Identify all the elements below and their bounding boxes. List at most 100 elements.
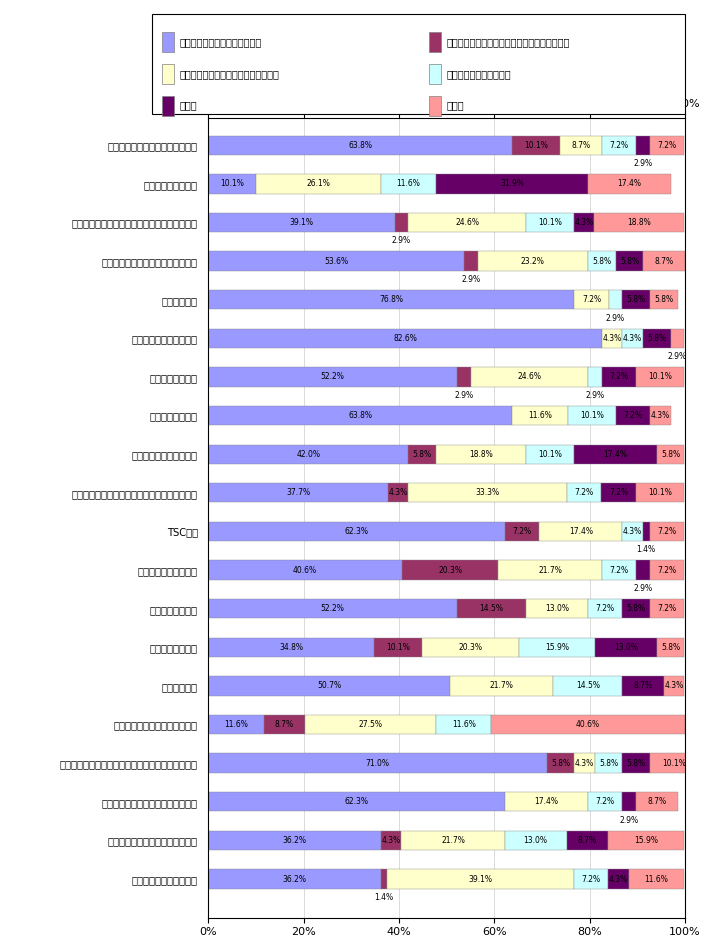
Bar [594, 638, 657, 657]
Bar [623, 328, 643, 348]
Bar [588, 252, 616, 271]
Bar [305, 715, 436, 734]
Bar [616, 406, 650, 426]
Text: 4.3%: 4.3% [575, 759, 594, 767]
Text: 10.1%: 10.1% [386, 642, 410, 652]
Text: 39.1%: 39.1% [469, 874, 493, 884]
Text: 5.8%: 5.8% [627, 604, 646, 613]
Text: 31.9%: 31.9% [500, 180, 524, 188]
Text: 14.5%: 14.5% [479, 604, 503, 613]
Text: 10.1%: 10.1% [648, 373, 672, 381]
Text: 17.4%: 17.4% [534, 797, 558, 806]
Text: 11.6%: 11.6% [397, 180, 420, 188]
Bar [450, 676, 554, 695]
Bar [436, 174, 588, 194]
Text: 10.1%: 10.1% [648, 488, 671, 498]
Text: 21.7%: 21.7% [538, 566, 562, 574]
Bar [574, 754, 594, 773]
Text: 2.9%: 2.9% [585, 391, 604, 400]
Text: 20.3%: 20.3% [459, 642, 483, 652]
Text: 76.8%: 76.8% [379, 295, 403, 305]
Text: 7.2%: 7.2% [609, 141, 628, 149]
Bar [208, 483, 388, 502]
Text: 10.1%: 10.1% [220, 180, 244, 188]
Text: 8.7%: 8.7% [572, 141, 591, 149]
Text: 7.2%: 7.2% [609, 373, 628, 381]
Text: 37.7%: 37.7% [286, 488, 310, 498]
Bar [436, 715, 491, 734]
Text: 5.8%: 5.8% [627, 295, 646, 305]
Bar [505, 792, 588, 812]
Bar [664, 676, 684, 695]
Text: 10.1%: 10.1% [538, 449, 562, 459]
Text: 5.8%: 5.8% [627, 759, 646, 767]
Bar [208, 445, 408, 464]
Bar [636, 367, 684, 387]
Text: 5.8%: 5.8% [661, 449, 680, 459]
Bar [471, 367, 588, 387]
Bar [609, 290, 623, 309]
Text: 2.9%: 2.9% [461, 275, 480, 284]
Bar [513, 135, 561, 155]
Text: 14.5%: 14.5% [576, 681, 600, 691]
Bar [539, 522, 623, 541]
Bar [208, 522, 505, 541]
Bar [635, 483, 684, 502]
Text: 2.9%: 2.9% [606, 314, 625, 323]
Text: 24.6%: 24.6% [517, 373, 542, 381]
Bar [636, 792, 678, 812]
Bar [477, 252, 588, 271]
Text: 18.8%: 18.8% [627, 218, 651, 227]
Bar [162, 32, 174, 52]
Bar [374, 638, 422, 657]
Bar [588, 599, 623, 619]
Bar [401, 831, 505, 850]
Text: 5.8%: 5.8% [592, 256, 611, 266]
Bar [388, 869, 574, 888]
Text: 11.6%: 11.6% [224, 720, 248, 729]
Bar [623, 676, 664, 695]
Text: 17.4%: 17.4% [569, 527, 593, 536]
Text: 活用したが、それほどの成果は得られなかった: 活用したが、それほどの成果は得られなかった [446, 37, 570, 47]
Bar [526, 599, 588, 619]
Bar [588, 792, 623, 812]
Text: 10.1%: 10.1% [525, 141, 549, 149]
Bar [208, 715, 263, 734]
Text: 8.7%: 8.7% [578, 836, 597, 845]
Bar [643, 328, 671, 348]
Bar [574, 213, 594, 232]
Text: 23.2%: 23.2% [521, 256, 545, 266]
Bar [671, 328, 684, 348]
Text: 5.8%: 5.8% [413, 449, 432, 459]
Text: 82.6%: 82.6% [393, 334, 417, 342]
Bar [208, 676, 450, 695]
Text: 42.0%: 42.0% [297, 449, 321, 459]
Bar [636, 560, 650, 580]
Bar [519, 638, 594, 657]
Bar [162, 64, 174, 84]
Bar [429, 64, 441, 84]
Bar [623, 754, 650, 773]
Bar [208, 831, 381, 850]
Bar [408, 445, 436, 464]
Bar [208, 135, 513, 155]
Text: 20.3%: 20.3% [438, 566, 462, 574]
Bar [643, 522, 650, 541]
Text: 4.3%: 4.3% [623, 334, 642, 342]
Text: 17.4%: 17.4% [603, 449, 627, 459]
Text: 7.2%: 7.2% [657, 604, 677, 613]
Bar [650, 135, 684, 155]
Bar [657, 638, 684, 657]
Bar [643, 252, 685, 271]
Bar [623, 290, 650, 309]
Text: 8.7%: 8.7% [275, 720, 294, 729]
Bar [574, 869, 608, 888]
Bar [422, 638, 519, 657]
Text: 4.3%: 4.3% [575, 218, 594, 227]
Text: 5.8%: 5.8% [599, 759, 618, 767]
Text: 63.8%: 63.8% [348, 141, 372, 149]
Bar [208, 754, 546, 773]
Text: 18.8%: 18.8% [469, 449, 493, 459]
Bar [650, 522, 684, 541]
Text: 15.9%: 15.9% [545, 642, 569, 652]
